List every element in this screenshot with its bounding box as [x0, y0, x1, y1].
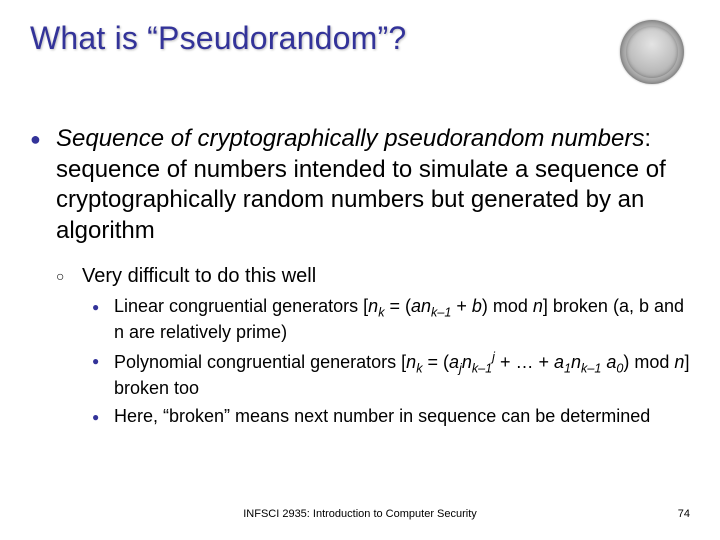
var-n: n — [368, 296, 378, 316]
var-a: a — [411, 296, 421, 316]
bullet-level-1: ● Sequence of cryptographically pseudora… — [30, 124, 690, 247]
dots: + … + — [495, 352, 554, 372]
eq: = ( — [384, 296, 411, 316]
bullet-level-3: ● Here, “broken” means next number in se… — [92, 405, 690, 429]
item-b: Polynomial congruential generators [nk =… — [114, 349, 690, 401]
var-n: n — [406, 352, 416, 372]
slide: What is “Pseudorandom”? ● Sequence of cr… — [0, 0, 720, 540]
bullet-icon: ● — [92, 349, 114, 401]
bullet-level-3: ● Linear congruential generators [nk = (… — [92, 295, 690, 345]
seal-icon — [620, 20, 684, 84]
footer-text: INFSCI 2935: Introduction to Computer Se… — [0, 508, 720, 520]
sub-km1b: k–1 — [581, 361, 601, 375]
sub-km1: k–1 — [431, 305, 451, 319]
var-a1: a — [554, 352, 564, 372]
item-b-pre: Polynomial congruential generators [ — [114, 352, 406, 372]
var-n2: n — [462, 352, 472, 372]
var-n3: n — [533, 296, 543, 316]
emph-term: Sequence of cryptographically pseudorand… — [56, 125, 644, 152]
var-b: b — [472, 296, 482, 316]
bullet-icon: ● — [92, 295, 114, 345]
eq: = ( — [422, 352, 449, 372]
var-n4: n — [674, 352, 684, 372]
title-row: What is “Pseudorandom”? — [30, 20, 690, 84]
item-c: Here, “broken” means next number in sequ… — [114, 405, 650, 429]
item-a-pre: Linear congruential generators [ — [114, 296, 368, 316]
bullet-icon: ● — [92, 405, 114, 429]
var-a0: a — [606, 352, 616, 372]
var-n3: n — [571, 352, 581, 372]
plus: + — [451, 296, 472, 316]
bullet-level-3: ● Polynomial congruential generators [nk… — [92, 349, 690, 401]
main-text: Sequence of cryptographically pseudorand… — [56, 124, 690, 247]
bullet-level-2: ○ Very difficult to do this well — [56, 263, 690, 289]
page-number: 74 — [678, 508, 690, 520]
var-aj: a — [449, 352, 459, 372]
close-mod: ) mod — [482, 296, 533, 316]
slide-body: ● Sequence of cryptographically pseudora… — [30, 124, 690, 429]
item-a: Linear congruential generators [nk = (an… — [114, 295, 690, 345]
sub-text: Very difficult to do this well — [82, 263, 316, 289]
var-n2: n — [421, 296, 431, 316]
sub-1: 1 — [564, 361, 571, 375]
hollow-bullet-icon: ○ — [56, 263, 82, 289]
bullet-icon: ● — [30, 124, 56, 247]
sub-km1: k–1 — [472, 361, 492, 375]
close-mod: ) mod — [623, 352, 674, 372]
slide-title: What is “Pseudorandom”? — [30, 20, 406, 57]
